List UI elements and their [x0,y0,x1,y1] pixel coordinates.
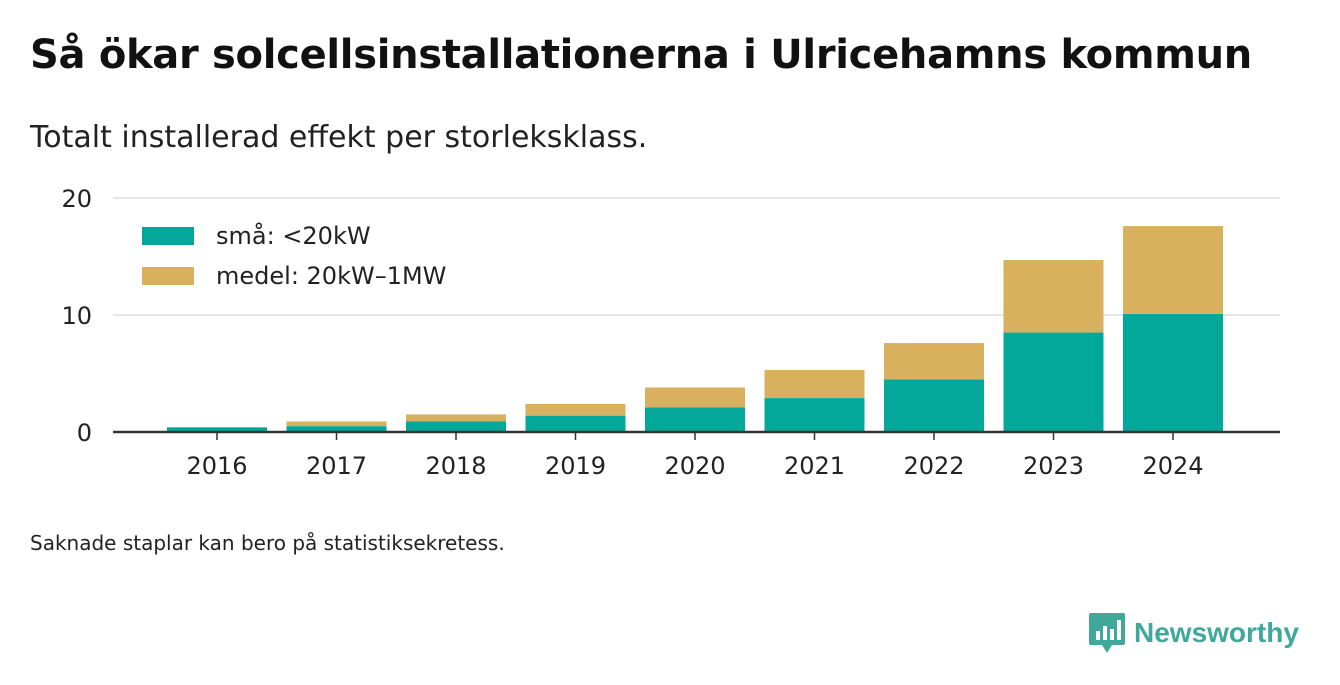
bar-small-2023 [1003,332,1104,432]
bar-medium-2019 [525,403,626,416]
bar-medium-2022 [884,343,984,380]
bar-small-2022 [884,379,984,432]
bar-small-2020 [645,407,745,432]
bar-medium-2018 [406,414,506,422]
brand-name: Newsworthy [1134,617,1299,648]
grid-lines [113,197,1280,316]
legend-label: små: <20kW [216,221,371,250]
x-tick-label: 2024 [1142,452,1203,480]
bar-medium-2024 [1123,226,1223,314]
bar-small-2024 [1123,313,1223,432]
x-tick-label: 2017 [306,452,367,480]
legend: små: <20kW medel: 20kW–1MW [142,221,446,290]
legend-swatch [142,227,194,245]
chart-subtitle: Totalt installerad effekt per storlekskl… [30,120,648,155]
bar-small-2017 [286,426,387,432]
newsworthy-logo-icon [1089,613,1125,653]
bar-small-2018 [406,421,506,432]
bars [167,226,1223,432]
axes: 0 10 20 2016 2017 2018 2019 2020 2021 2022 2023 202… [61,185,1280,480]
bar-small-2021 [764,398,865,432]
bar-small-2019 [525,415,626,432]
footnote: Saknade staplar kan bero på statistiksek… [30,531,505,555]
bar-medium-2017 [286,421,387,427]
chart-title: Så ökar solcellsinstallationerna i Ulric… [30,32,1252,78]
x-tick-label: 2021 [784,452,845,480]
y-tick-label: 10 [61,302,92,330]
y-tick-label: 0 [77,419,92,447]
x-tick-label: 2018 [425,452,486,480]
x-tick-label: 2019 [545,452,606,480]
x-tick-label: 2022 [903,452,964,480]
bar-medium-2020 [645,387,745,408]
bar-medium-2021 [764,369,865,399]
legend-swatch [142,267,194,285]
x-tick-label: 2020 [664,452,725,480]
legend-label: medel: 20kW–1MW [216,262,446,290]
x-tick-label: 2023 [1023,452,1084,480]
newsworthy-logo: Newsworthy [1088,611,1299,655]
y-tick-label: 20 [61,185,92,213]
bar-small-2016 [167,427,267,432]
x-tick-label: 2016 [186,452,247,480]
stacked-bar-chart: 0 10 20 2016 2017 2018 2019 2020 2021 2022 2023 202… [61,185,1280,480]
bar-medium-2023 [1003,260,1104,333]
